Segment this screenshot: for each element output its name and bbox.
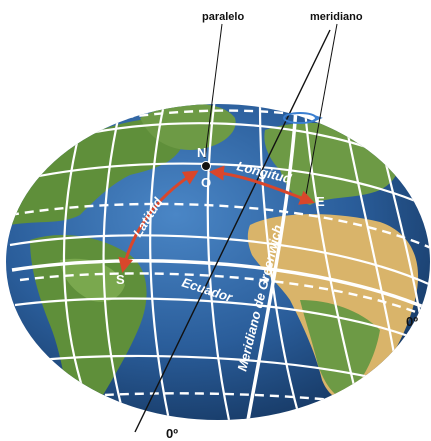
land-north-america	[10, 119, 183, 225]
point-s-label: S	[116, 272, 125, 287]
deg-bottom-label: 0º	[166, 426, 178, 441]
land-africa-south	[300, 300, 380, 398]
equator-line	[11, 259, 430, 312]
paralelo-label: paralelo	[202, 11, 244, 23]
point-e-label: E	[316, 194, 325, 209]
deg-right-label: 0º	[406, 314, 418, 329]
greenwich-line	[246, 107, 298, 420]
point-n-label: N	[197, 145, 206, 160]
rotation-arrow	[283, 112, 317, 124]
point-marker	[201, 161, 211, 171]
latitud-arrow	[118, 170, 199, 273]
meridiano-label: meridiano	[310, 11, 363, 23]
point-o-label: O	[201, 175, 211, 190]
earth-axis	[134, 29, 331, 433]
paralelo-leader	[204, 23, 223, 159]
land-south-america-highlight	[60, 258, 125, 302]
longitud-arrow	[209, 165, 315, 205]
